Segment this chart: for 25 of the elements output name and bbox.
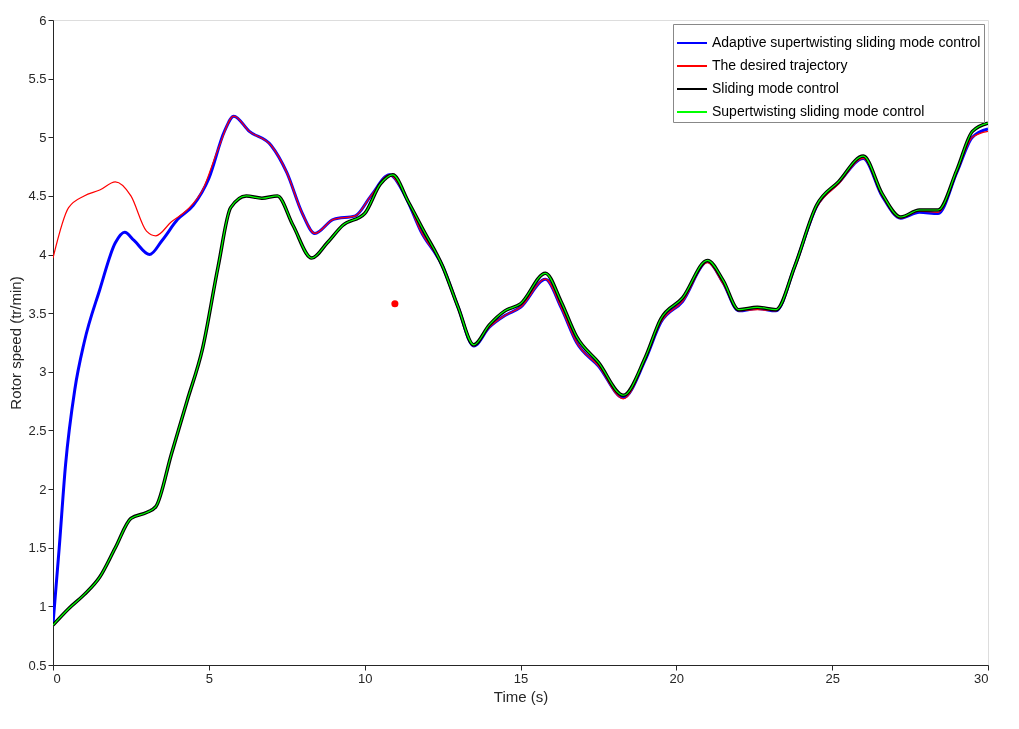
x-tick-label: 30 xyxy=(974,670,989,686)
y-tick-label: 3 xyxy=(39,364,47,380)
legend-label: The desired trajectory xyxy=(712,57,848,73)
y-tick-label: 2 xyxy=(39,481,47,497)
legend-label: Adaptive supertwisting sliding mode control xyxy=(712,34,981,50)
y-tick-label: 4 xyxy=(39,247,47,263)
y-tick-label: 4.5 xyxy=(28,188,47,204)
y-tick-label: 5 xyxy=(39,129,47,145)
y-tick-label: 2.5 xyxy=(28,422,47,438)
x-axis-title: Time (s) xyxy=(493,687,549,705)
x-tick-label: 20 xyxy=(669,670,685,686)
x-tick-label: 15 xyxy=(513,670,529,686)
y-tick-label: 5.5 xyxy=(28,71,47,87)
y-tick-label: 1 xyxy=(39,598,47,614)
y-tick-label: 1.5 xyxy=(28,540,47,556)
legend-label: Sliding mode control xyxy=(712,80,839,96)
y-axis-title: Rotor speed (tr/min) xyxy=(7,276,25,410)
x-tick-label: 25 xyxy=(825,670,840,686)
x-tick-label: 0 xyxy=(53,670,61,686)
x-tick-label: 10 xyxy=(357,670,373,686)
y-tick-label: 3.5 xyxy=(28,305,47,321)
y-tick-label: 0.5 xyxy=(28,657,47,673)
x-tick-label: 5 xyxy=(205,670,213,686)
y-tick-label: 6 xyxy=(39,12,47,28)
legend-label: Supertwisting sliding mode control xyxy=(712,103,925,119)
